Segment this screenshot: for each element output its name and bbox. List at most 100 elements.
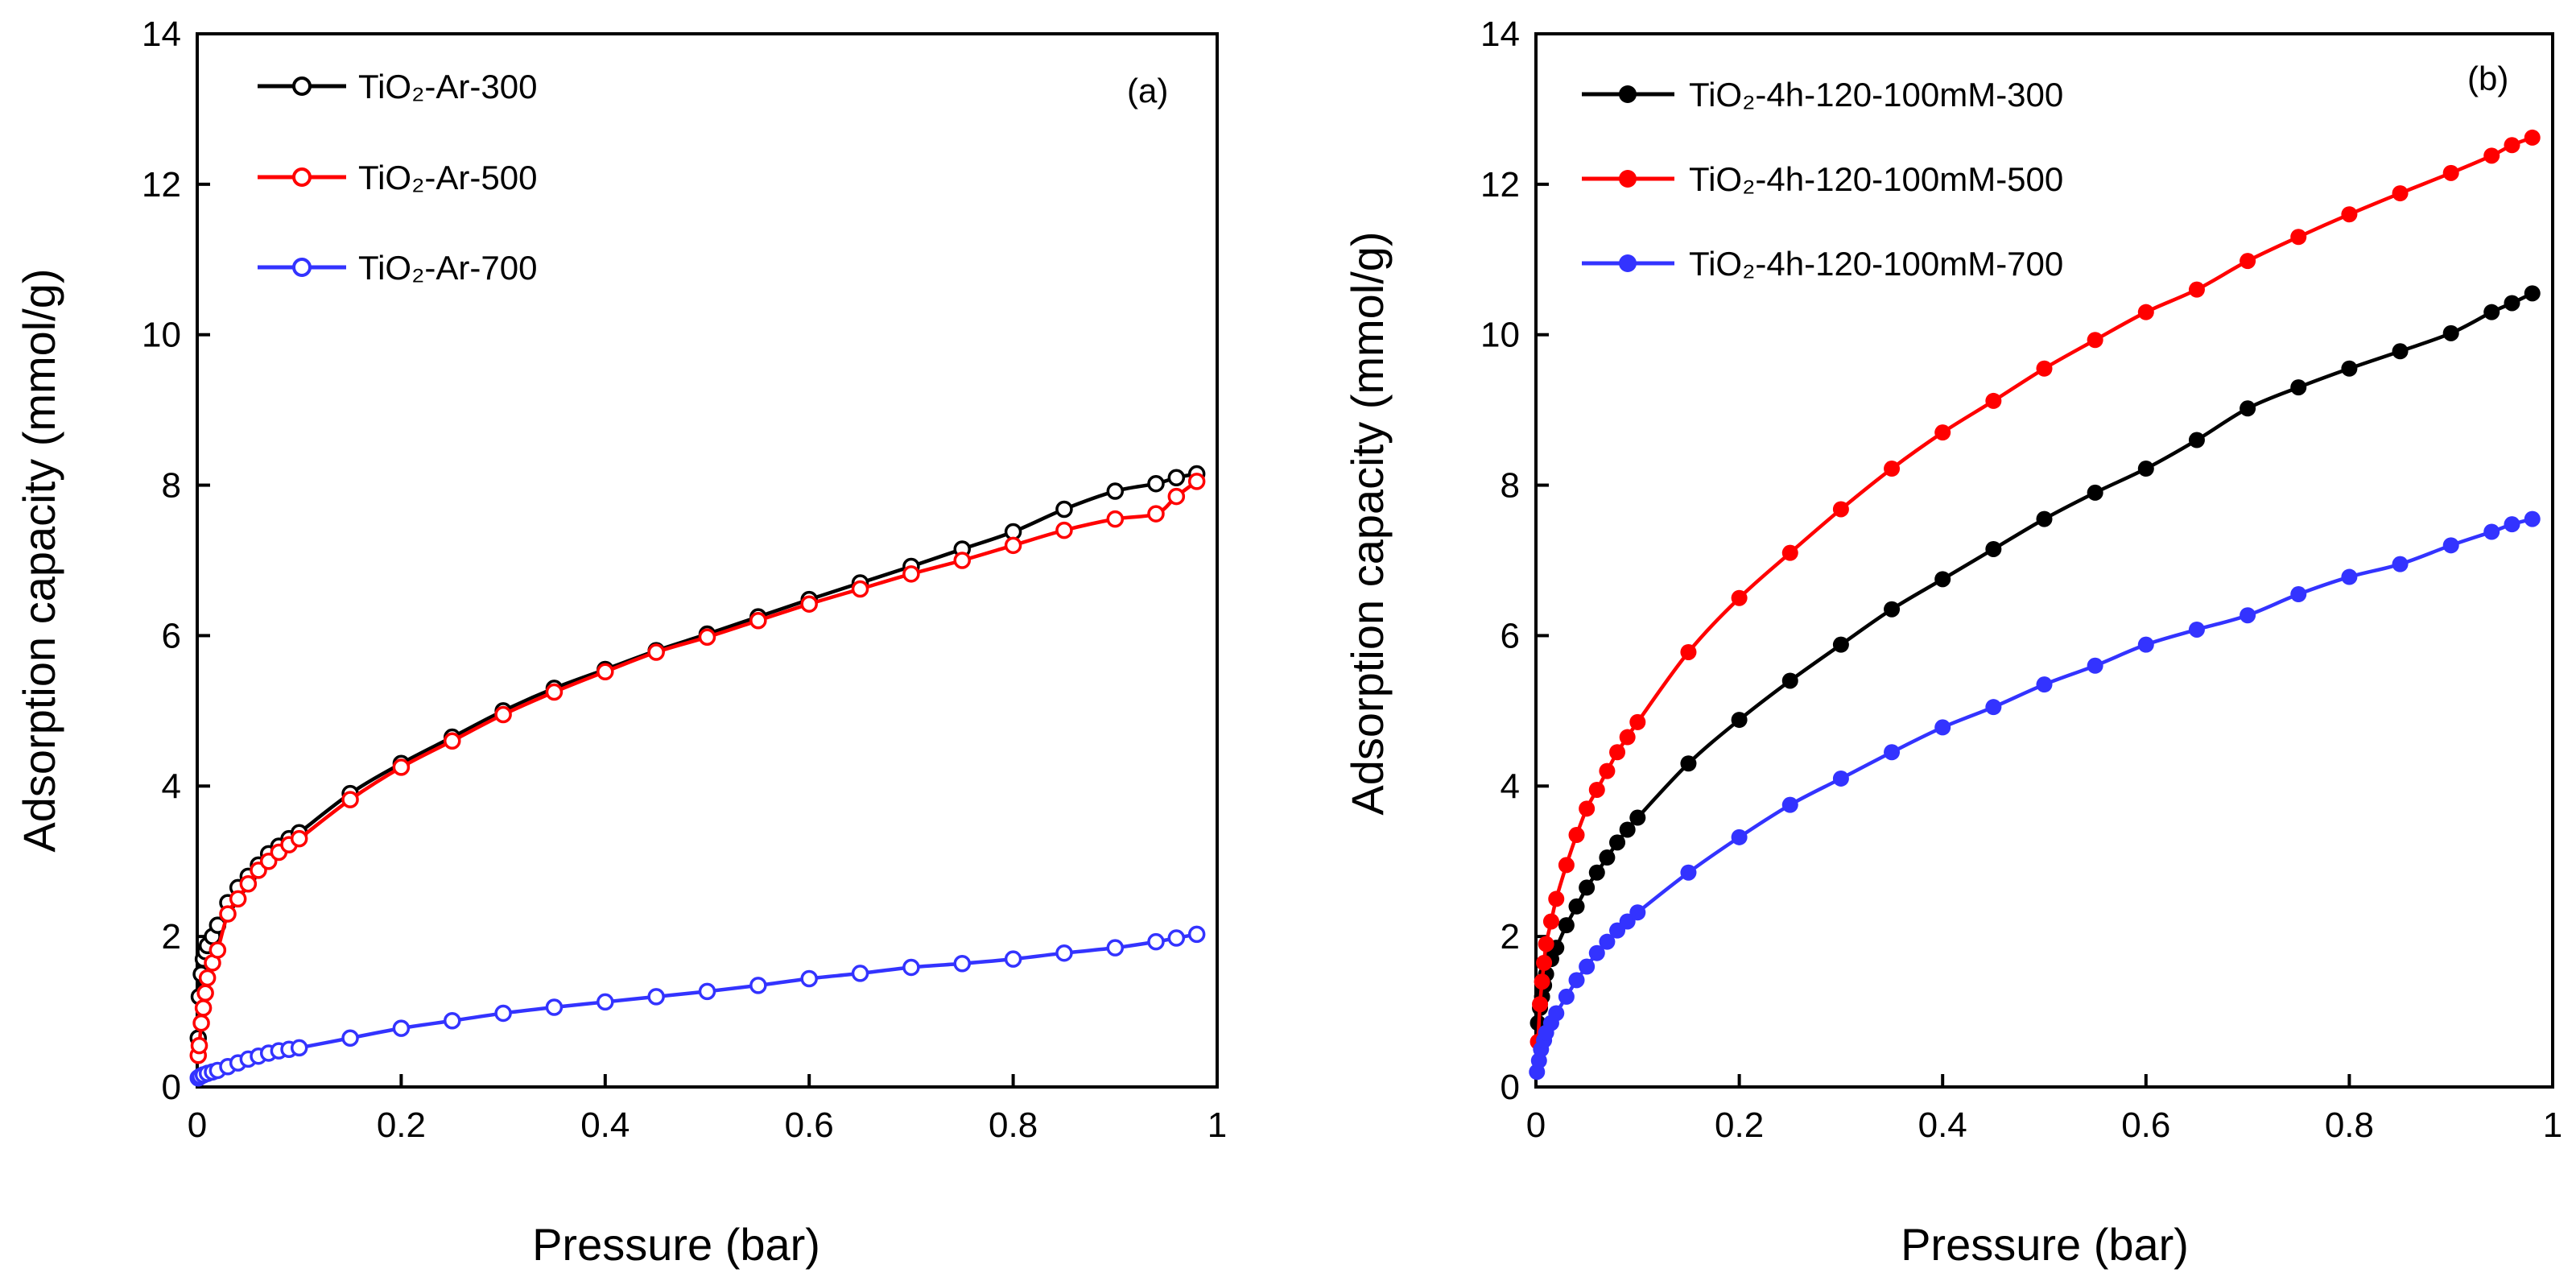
data-point bbox=[1985, 540, 2002, 557]
data-point bbox=[1832, 501, 1849, 518]
y-axis-ticks: 0 2 4 6 8 10 12 14 bbox=[142, 14, 210, 1107]
data-point bbox=[194, 999, 213, 1017]
data-point bbox=[2188, 281, 2205, 298]
data-point bbox=[1534, 973, 1550, 990]
data-point bbox=[1187, 473, 1206, 490]
data-point bbox=[444, 1012, 461, 1030]
data-point bbox=[800, 595, 818, 613]
y-axis-title: Adsorption capacity (mmol/g) bbox=[14, 268, 64, 852]
data-point bbox=[2483, 523, 2500, 540]
legend-item-100mm-500: TiO₂-4h-120-100mM-500 bbox=[1582, 160, 2063, 198]
x-tick-label: 1 bbox=[1208, 1105, 1227, 1145]
data-point bbox=[1781, 544, 1798, 561]
data-point bbox=[392, 1019, 411, 1037]
data-point bbox=[1568, 898, 1585, 915]
data-point bbox=[1629, 713, 1646, 730]
data-point bbox=[1629, 809, 1646, 826]
data-point bbox=[1055, 500, 1073, 519]
data-point bbox=[2188, 432, 2205, 448]
y-tick-label: 10 bbox=[142, 316, 181, 355]
data-point bbox=[1106, 482, 1125, 500]
data-point bbox=[2290, 586, 2307, 603]
data-point bbox=[1558, 988, 1575, 1005]
data-point bbox=[1167, 929, 1186, 947]
data-point bbox=[2087, 332, 2103, 349]
data-point bbox=[1731, 712, 1748, 729]
legend-label: TiO₂-4h-120-100mM-500 bbox=[1689, 160, 2063, 198]
data-point bbox=[2240, 253, 2256, 270]
data-point bbox=[1004, 536, 1022, 555]
data-point bbox=[647, 988, 665, 1006]
legend: TiO₂-Ar-300 TiO₂-Ar-500 TiO₂-Ar-700 bbox=[258, 68, 537, 287]
data-point bbox=[1680, 755, 1697, 772]
data-point bbox=[1106, 510, 1125, 528]
data-point bbox=[1619, 821, 1636, 838]
data-point bbox=[1934, 424, 1951, 441]
data-point bbox=[545, 998, 564, 1016]
data-point bbox=[1558, 917, 1575, 934]
data-point bbox=[1568, 827, 1585, 844]
data-point bbox=[2442, 164, 2459, 181]
data-point bbox=[749, 611, 767, 630]
x-tick-label: 0.8 bbox=[989, 1105, 1038, 1145]
data-point bbox=[597, 993, 614, 1011]
data-point bbox=[1542, 913, 1559, 930]
data-point bbox=[219, 905, 237, 923]
data-point bbox=[1599, 933, 1616, 950]
data-point bbox=[2524, 510, 2541, 527]
data-point bbox=[698, 982, 716, 1001]
data-point bbox=[2290, 379, 2307, 396]
data-point bbox=[1532, 996, 1549, 1013]
data-point bbox=[2392, 185, 2409, 202]
legend-item-100mm-700: TiO₂-4h-120-100mM-700 bbox=[1582, 245, 2063, 283]
legend-item-100mm-300: TiO₂-4h-120-100mM-300 bbox=[1582, 76, 2063, 114]
data-point bbox=[953, 552, 971, 569]
data-point bbox=[1147, 932, 1165, 951]
data-point bbox=[1106, 939, 1125, 957]
panel-label: (a) bbox=[1127, 72, 1168, 110]
data-point bbox=[2524, 285, 2541, 302]
data-point bbox=[851, 965, 869, 982]
data-point bbox=[2504, 137, 2520, 154]
chart-panel-b: 0 2 4 6 8 10 12 14 0 0.2 0.4 0.6 0.8 1 TiO₂-4h-120-1… bbox=[1342, 14, 2562, 1270]
data-point bbox=[2087, 657, 2103, 674]
data-point bbox=[1538, 936, 1554, 952]
legend-label: TiO₂-4h-120-100mM-700 bbox=[1689, 245, 2063, 283]
data-point bbox=[1599, 849, 1616, 866]
data-point bbox=[1147, 474, 1165, 493]
data-point bbox=[239, 874, 258, 893]
data-point bbox=[851, 580, 869, 598]
y-tick-label: 2 bbox=[162, 917, 181, 957]
x-tick-label: 0.4 bbox=[580, 1105, 630, 1145]
y-tick-label: 12 bbox=[1480, 165, 1520, 205]
series-line bbox=[196, 480, 1198, 1056]
series-3 bbox=[189, 925, 1206, 1087]
y-tick-label: 4 bbox=[1501, 767, 1520, 806]
data-point bbox=[444, 732, 461, 750]
data-point bbox=[190, 1036, 208, 1055]
x-tick-label: 0.8 bbox=[2325, 1105, 2374, 1145]
data-point bbox=[2137, 461, 2154, 477]
data-point bbox=[2137, 636, 2154, 653]
series-3 bbox=[1529, 510, 2541, 1081]
data-point bbox=[800, 969, 818, 988]
data-point bbox=[1781, 796, 1798, 813]
series-line bbox=[196, 932, 1198, 1080]
y-axis-title: Adsorption capacity (mmol/g) bbox=[1342, 231, 1393, 815]
data-point bbox=[597, 663, 614, 681]
data-point bbox=[2036, 360, 2053, 377]
legend-item-ar-500: TiO₂-Ar-500 bbox=[258, 159, 537, 196]
data-point bbox=[1568, 972, 1585, 989]
y-tick-label: 6 bbox=[1501, 616, 1520, 655]
x-tick-label: 0.2 bbox=[1715, 1105, 1764, 1145]
legend: TiO₂-4h-120-100mM-300 TiO₂-4h-120-100mM-… bbox=[1582, 76, 2063, 283]
data-point bbox=[1548, 1005, 1565, 1022]
data-point bbox=[1985, 699, 2002, 716]
y-axis-ticks: 0 2 4 6 8 10 12 14 bbox=[1480, 14, 1549, 1107]
y-tick-label: 0 bbox=[162, 1068, 181, 1107]
data-point bbox=[2341, 568, 2358, 585]
data-point bbox=[1187, 925, 1206, 944]
data-point bbox=[341, 791, 359, 808]
data-point bbox=[494, 1004, 512, 1023]
